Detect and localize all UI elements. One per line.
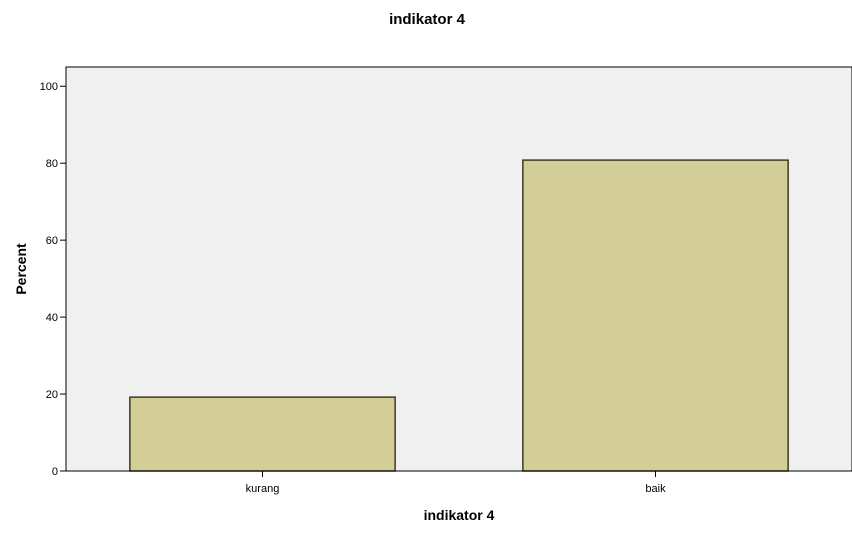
y-tick-label: 20 [46,389,58,401]
y-tick-label: 40 [46,312,58,324]
y-tick-label: 100 [40,81,58,93]
bar-baik [522,159,789,472]
x-tick-label-kurang: kurang [246,483,280,495]
x-axis: kurang baik [66,470,852,495]
y-axis-label: Percent [13,243,29,295]
y-axis: 0 20 40 60 80 100 [40,67,67,478]
y-tick-label: 0 [52,466,58,478]
y-tick-label: 80 [46,158,58,170]
bar-kurang [129,396,396,472]
x-tick-label-baik: baik [645,483,666,495]
x-axis-label: indikator 4 [424,507,495,523]
chart-title: indikator 4 [389,11,466,28]
y-tick-label: 60 [46,235,58,247]
